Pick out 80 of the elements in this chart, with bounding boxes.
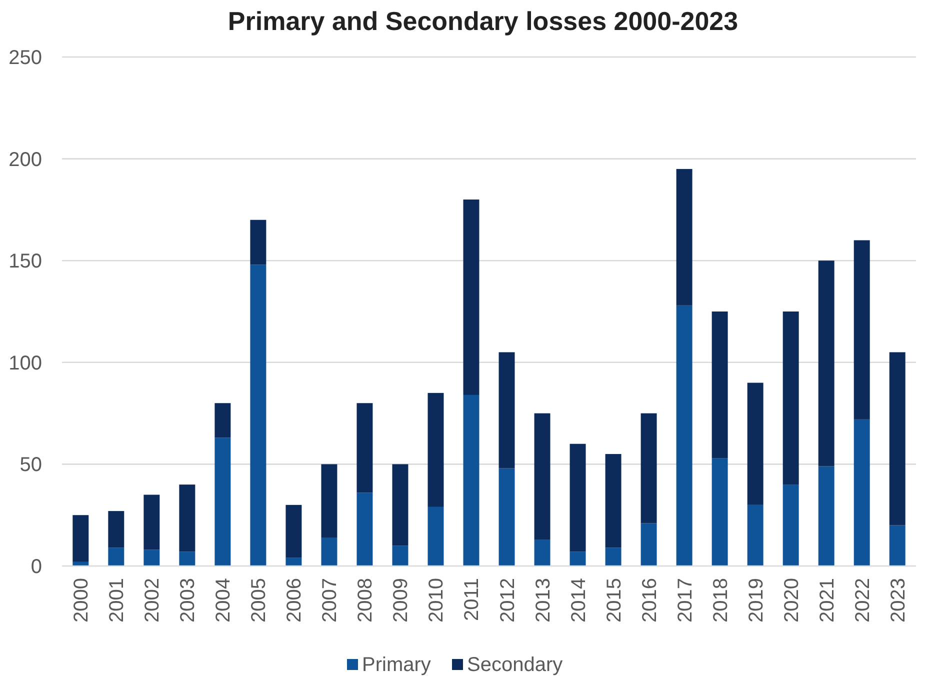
x-tick-label: 2021 xyxy=(816,578,838,622)
chart-title: Primary and Secondary losses 2000-2023 xyxy=(228,6,738,36)
x-tick-label: 2016 xyxy=(638,578,661,622)
bar xyxy=(889,352,906,526)
x-tick-label: 2023 xyxy=(887,578,910,622)
x-tick-label: 2010 xyxy=(426,578,448,622)
x-tick-label: 2002 xyxy=(142,578,164,622)
x-tick-label: 2017 xyxy=(674,578,696,622)
bar xyxy=(428,506,444,566)
bar xyxy=(108,548,124,566)
x-tick-label: 2007 xyxy=(319,578,342,622)
bar xyxy=(854,240,870,420)
x-tick-label: 2006 xyxy=(284,578,306,622)
y-tick-label: 150 xyxy=(8,250,42,273)
bar xyxy=(747,504,764,566)
bar xyxy=(108,511,124,548)
bar xyxy=(747,382,764,505)
bar xyxy=(782,484,799,566)
bar xyxy=(286,558,302,566)
x-tick-label: 2005 xyxy=(248,578,270,622)
x-tick-label: 2011 xyxy=(461,578,484,622)
x-tick-label: 2003 xyxy=(177,578,200,622)
x-tick-label: 2009 xyxy=(390,578,412,622)
x-tick-label: 2008 xyxy=(354,578,377,622)
bar xyxy=(428,392,444,507)
x-tick-label: 2000 xyxy=(70,578,93,622)
bar xyxy=(570,552,586,566)
x-tick-label: 2015 xyxy=(603,578,626,622)
x-tick-label: 2019 xyxy=(745,578,768,622)
bar xyxy=(463,394,480,566)
y-tick-label: 250 xyxy=(8,47,42,69)
bar xyxy=(889,525,906,566)
y-tick-label: 50 xyxy=(20,454,42,476)
bar xyxy=(392,546,408,566)
y-tick-label: 200 xyxy=(8,148,42,171)
bar xyxy=(498,352,515,468)
bar xyxy=(214,403,231,438)
bar xyxy=(534,540,550,566)
y-tick-label: 0 xyxy=(30,556,42,578)
x-tick-label: 2020 xyxy=(780,578,803,622)
x-tick-label: 2022 xyxy=(852,578,874,622)
bar xyxy=(640,523,657,566)
bar xyxy=(818,466,834,566)
bar xyxy=(392,464,408,546)
bar xyxy=(72,515,89,562)
bar xyxy=(712,312,728,458)
bar xyxy=(818,260,834,466)
x-tick-label: 2018 xyxy=(710,578,732,622)
bar xyxy=(214,438,231,566)
x-tick-label: 2001 xyxy=(106,578,128,622)
bar xyxy=(179,484,196,552)
bar xyxy=(712,458,728,566)
x-tick-label: 2013 xyxy=(532,578,554,622)
bar xyxy=(463,200,480,395)
bar xyxy=(179,552,196,566)
y-tick-label: 100 xyxy=(8,352,42,374)
bar xyxy=(676,305,692,566)
bar xyxy=(605,548,622,566)
x-tick-label: 2014 xyxy=(568,578,590,622)
bar xyxy=(250,220,266,265)
bar xyxy=(534,413,550,540)
bar xyxy=(144,550,160,566)
bar xyxy=(356,492,373,566)
bar xyxy=(321,464,338,538)
bar xyxy=(321,537,338,566)
bar xyxy=(782,312,799,485)
bar xyxy=(570,444,586,552)
legend-label: Primary xyxy=(362,654,431,676)
bar xyxy=(605,454,622,548)
bar xyxy=(144,494,160,550)
bar xyxy=(286,504,302,558)
x-tick-label: 2012 xyxy=(496,578,519,622)
bar xyxy=(356,403,373,493)
bar xyxy=(854,419,870,566)
bar xyxy=(640,413,657,524)
bar xyxy=(676,168,692,306)
legend-label: Secondary xyxy=(467,654,563,676)
bar xyxy=(498,468,515,566)
bar xyxy=(250,264,266,566)
x-tick-label: 2004 xyxy=(212,578,235,622)
